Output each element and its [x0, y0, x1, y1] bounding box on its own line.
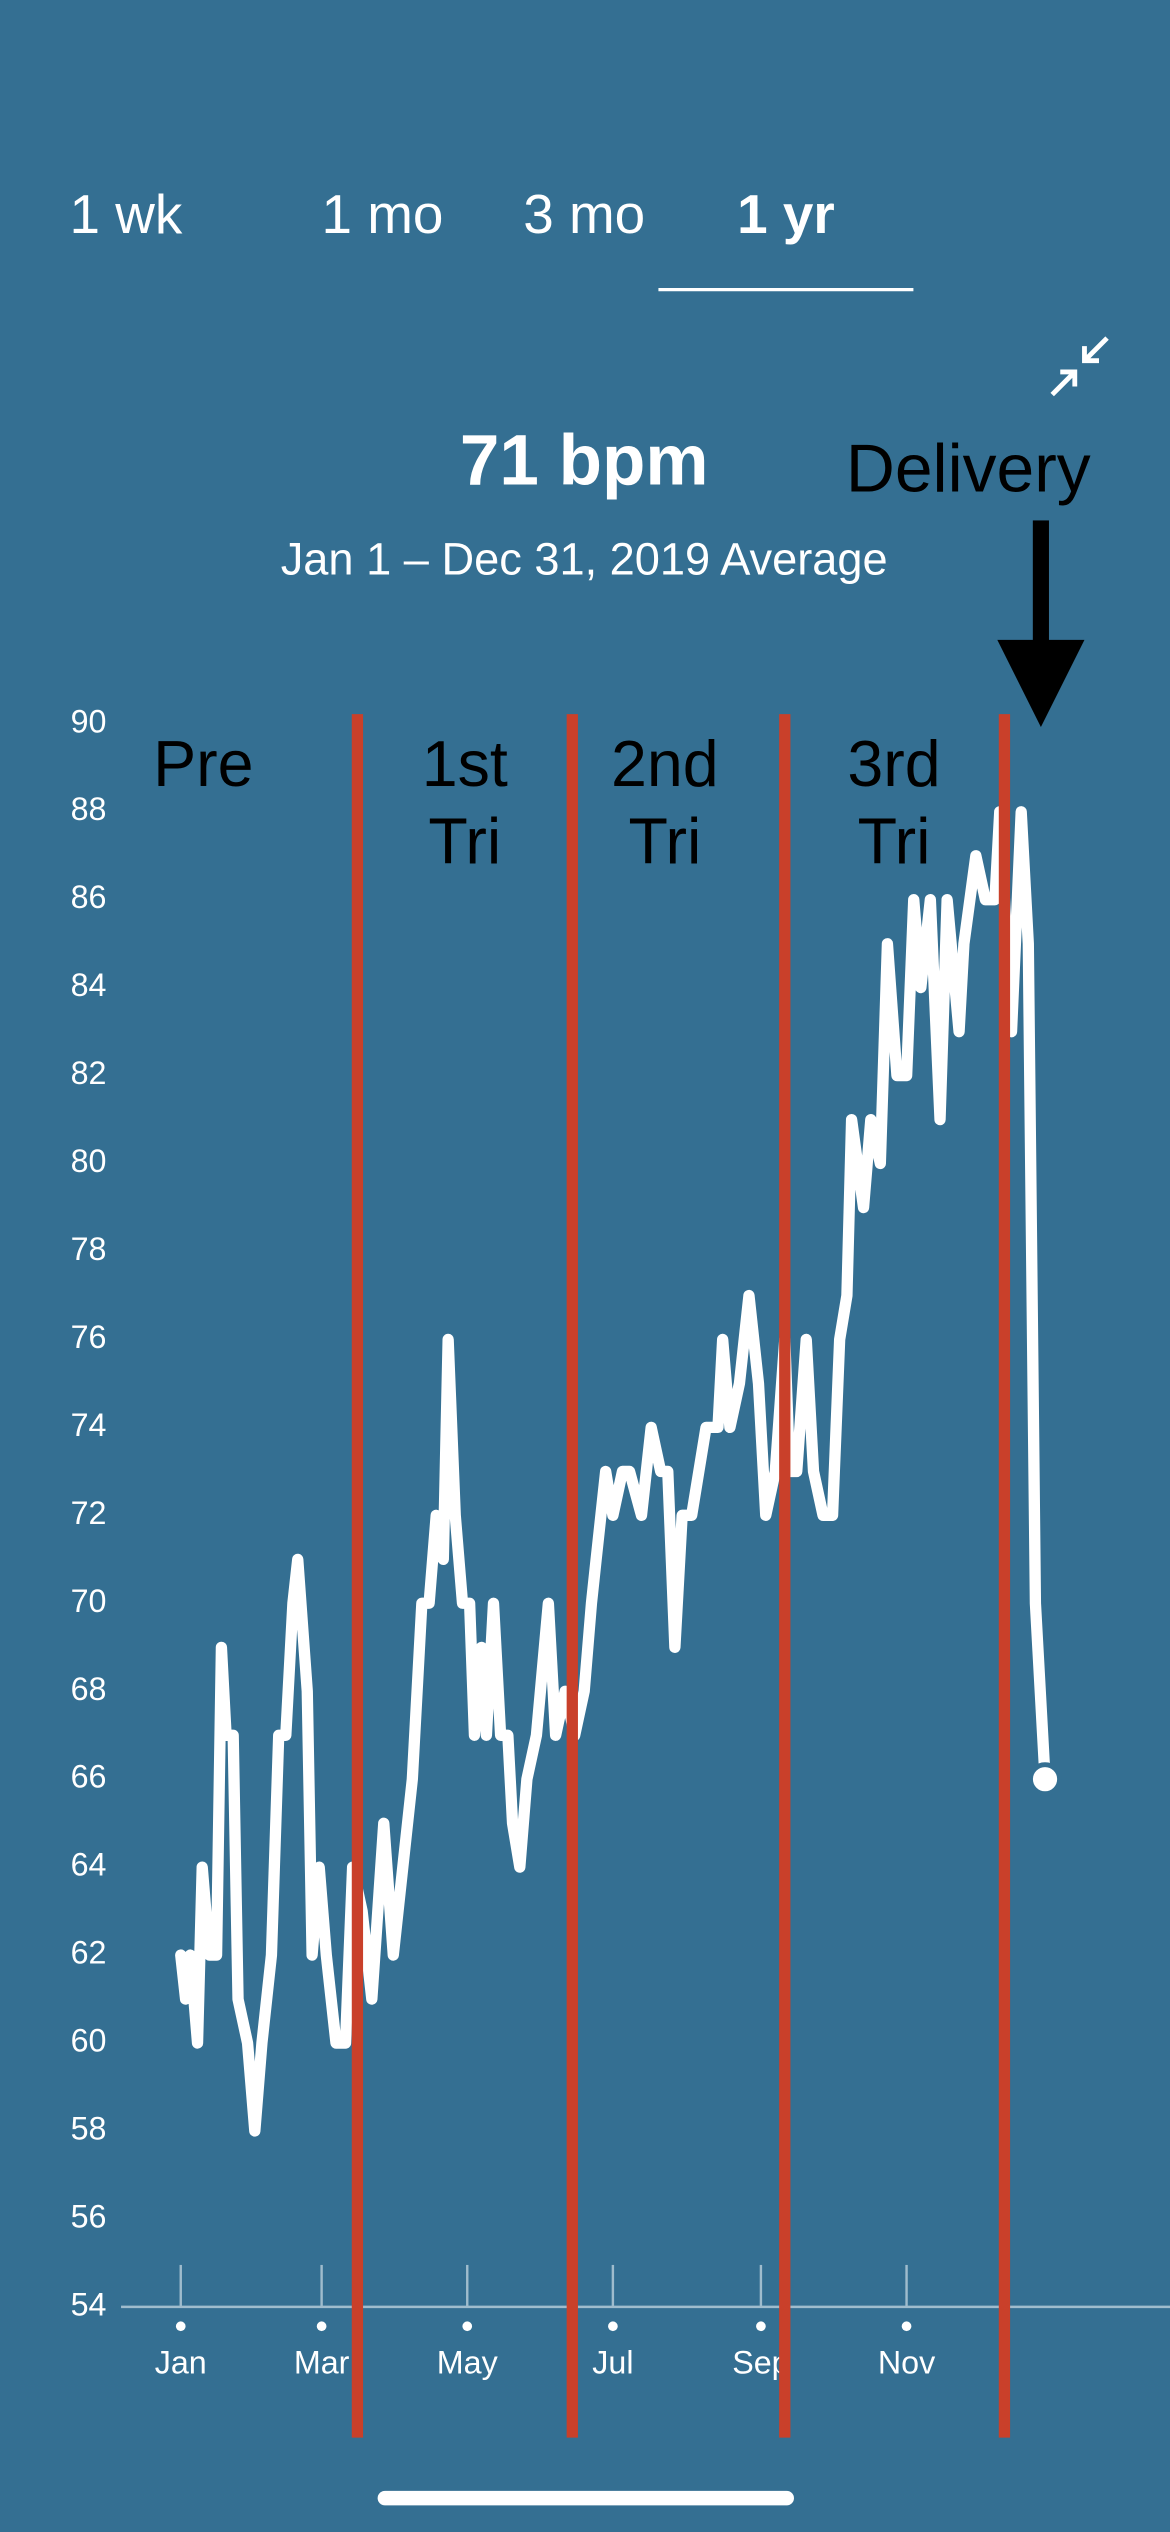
y-tick-label: 84	[71, 967, 107, 1003]
y-tick-label: 90	[71, 703, 107, 739]
y-tick-label: 78	[71, 1231, 107, 1267]
time-range-tab[interactable]: 3 mo	[523, 183, 645, 245]
home-indicator	[377, 2490, 794, 2506]
y-tick-label: 66	[71, 1759, 107, 1795]
y-tick-label: 88	[71, 791, 107, 827]
y-tick-label: 72	[71, 1495, 107, 1531]
event-label: Delivery	[846, 432, 1091, 507]
x-tick-dot	[316, 2321, 327, 2332]
y-tick-label: 82	[71, 1055, 107, 1091]
y-tick-label: 86	[71, 879, 107, 915]
time-range-tab[interactable]: 1 wk	[69, 183, 182, 245]
y-tick-label: 54	[71, 2286, 107, 2322]
phase-label: Tri	[428, 805, 501, 877]
summary-caption: Jan 1 – Dec 31, 2019 Average	[281, 533, 888, 584]
phase-label: 2nd	[611, 728, 719, 800]
icon-arrow	[1050, 369, 1078, 397]
icon-arrow	[1082, 336, 1109, 364]
y-tick-label: 74	[71, 1407, 107, 1443]
y-tick-label: 64	[71, 1847, 107, 1883]
end-point	[1028, 1762, 1062, 1797]
x-tick-label: Jan	[155, 2345, 207, 2381]
y-tick-label: 60	[71, 2023, 107, 2059]
x-tick-label: Nov	[878, 2345, 936, 2381]
x-tick-dot	[901, 2321, 912, 2332]
event-arrow	[997, 520, 1085, 727]
x-tick-label: Jul	[592, 2345, 633, 2381]
y-tick-label: 58	[71, 2111, 107, 2147]
time-range-tab[interactable]: 1 yr	[737, 183, 835, 245]
arrow-head	[997, 639, 1085, 727]
x-tick-dot	[175, 2321, 186, 2332]
x-tick-label: Mar	[294, 2345, 350, 2381]
x-tick-dot	[756, 2321, 766, 2332]
arrow-shaft	[1032, 520, 1049, 647]
y-tick-label: 56	[71, 2198, 107, 2234]
y-tick-label: 70	[71, 1583, 107, 1619]
phase-label: Tri	[628, 805, 701, 877]
phase-label: Tri	[858, 805, 931, 877]
phase-label: 1st	[422, 728, 508, 800]
x-tick-dot	[462, 2321, 473, 2332]
y-tick-label: 80	[71, 1143, 107, 1179]
phase-label: 3rd	[847, 728, 940, 800]
collapse-icon[interactable]	[1050, 336, 1109, 397]
phase-label: Pre	[153, 728, 253, 800]
time-range-tab[interactable]: 1 mo	[321, 183, 443, 245]
x-tick-dot	[608, 2321, 618, 2332]
y-tick-label: 76	[71, 1319, 107, 1355]
x-tick-label: May	[437, 2345, 499, 2381]
data-line	[175, 806, 1051, 2137]
summary-value: 71 bpm	[460, 421, 709, 500]
y-tick-label: 68	[71, 1671, 107, 1707]
y-tick-label: 62	[71, 1935, 107, 1971]
